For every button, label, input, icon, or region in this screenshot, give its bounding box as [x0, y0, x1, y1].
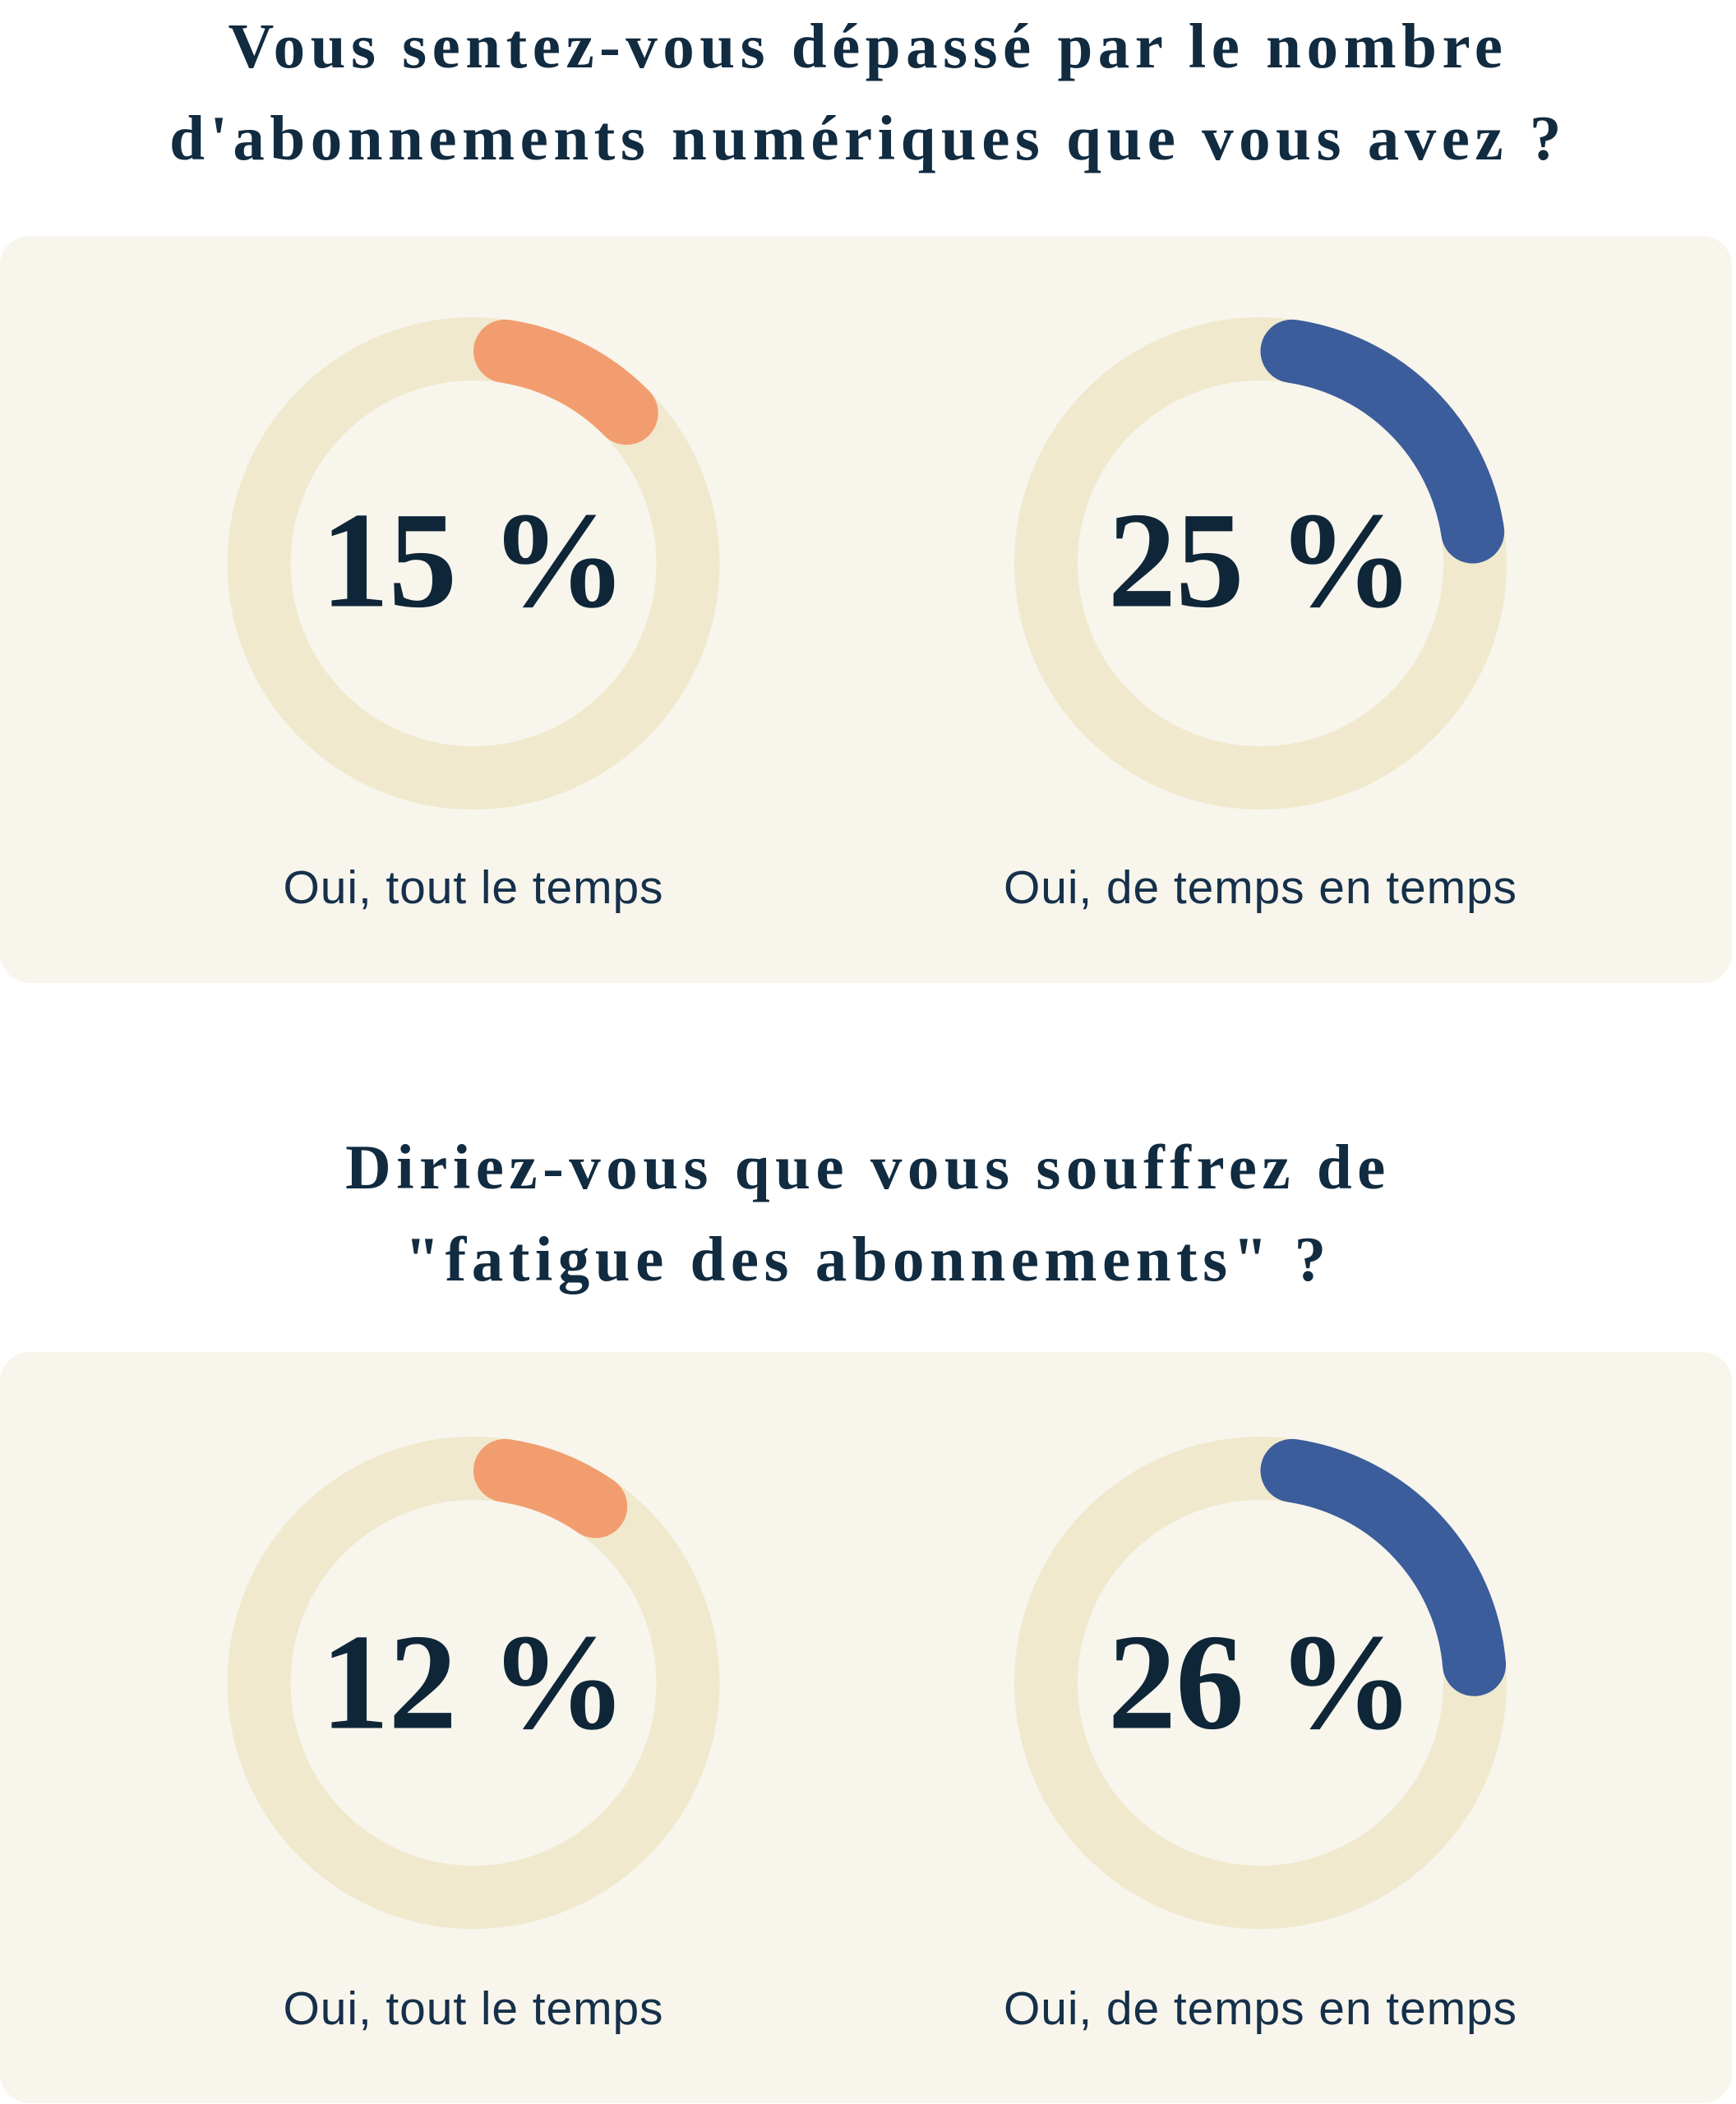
svg-text:12 %: 12 % — [321, 1607, 626, 1759]
svg-text:Oui, tout le temps: Oui, tout le temps — [284, 861, 664, 914]
svg-text:25 %: 25 % — [1108, 485, 1414, 637]
svg-text:Oui, tout le temps: Oui, tout le temps — [284, 1982, 664, 2035]
svg-text:26 %: 26 % — [1108, 1607, 1414, 1759]
svg-text:Oui, de temps en temps: Oui, de temps en temps — [1004, 1982, 1517, 2035]
svg-text:15 %: 15 % — [321, 485, 626, 637]
svg-text:Oui, de temps en temps: Oui, de temps en temps — [1004, 861, 1517, 914]
